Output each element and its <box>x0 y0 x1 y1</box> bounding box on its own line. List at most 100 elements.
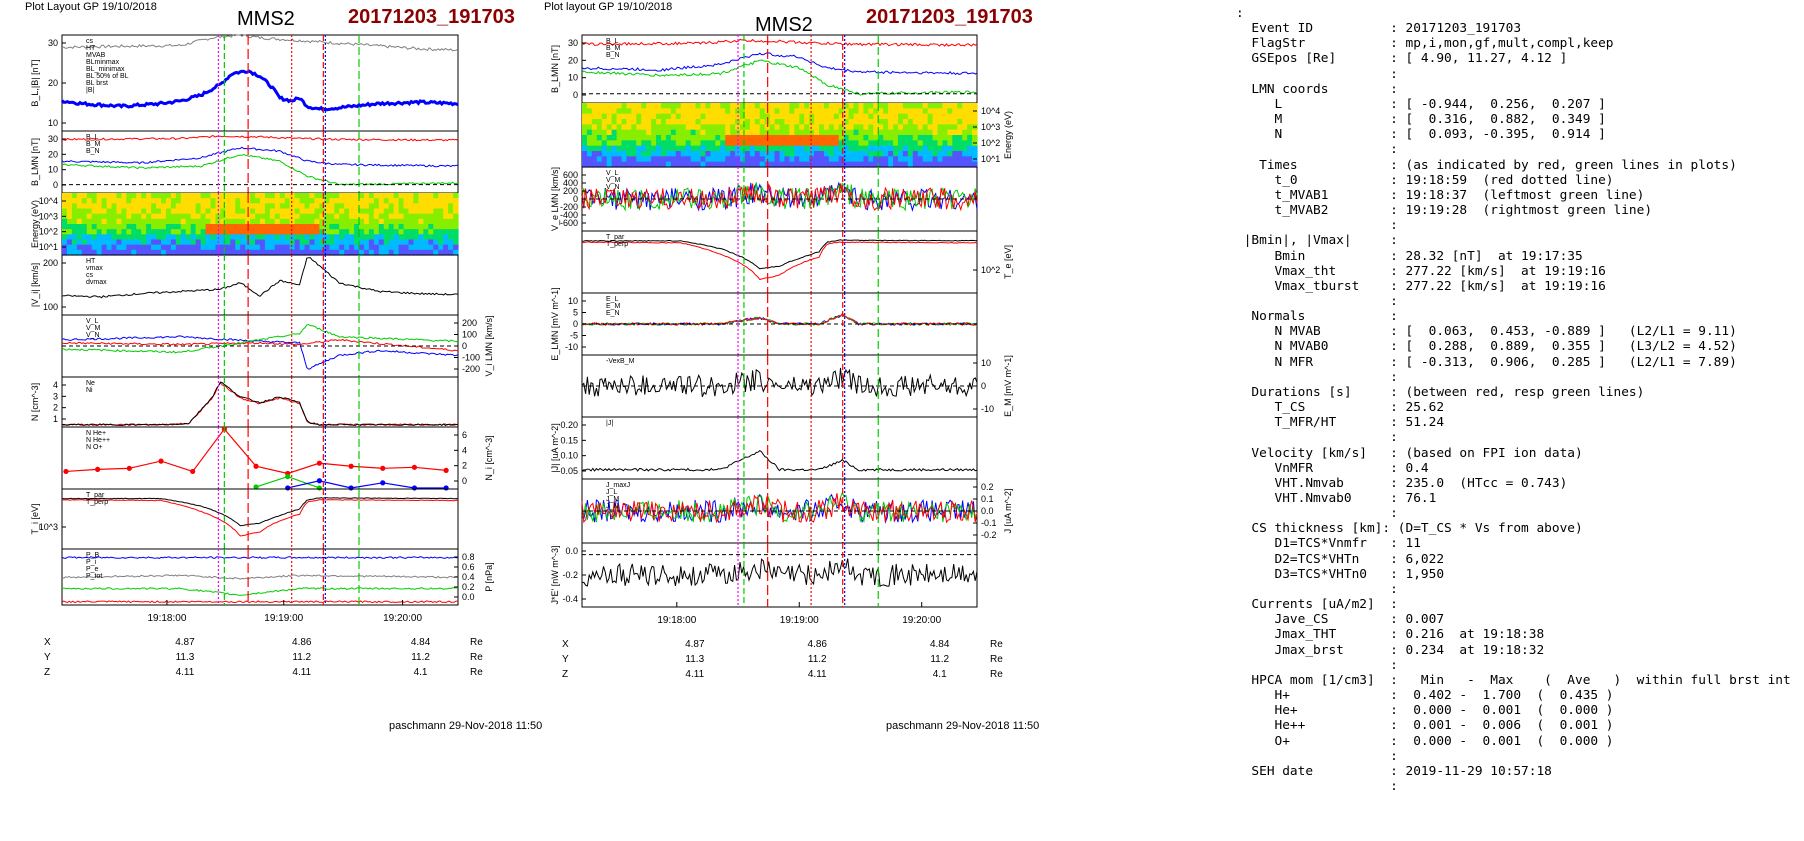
spectrogram-cell <box>858 140 865 147</box>
spectrogram-cell <box>670 145 677 152</box>
y-tick-label: -10 <box>981 404 994 414</box>
spectrogram-cell <box>680 156 687 163</box>
spectrogram-cell <box>690 145 697 152</box>
spectrogram-cell <box>641 161 647 168</box>
spectrogram-cell <box>230 244 236 251</box>
spectrogram-cell <box>888 135 894 141</box>
left-footer: paschmann 29-Nov-2018 11:50 <box>389 720 543 732</box>
spectrogram-cell <box>121 244 127 251</box>
spectrogram-cell <box>715 140 721 147</box>
spectrogram-cell <box>378 239 385 246</box>
spectrogram-cell <box>942 161 948 168</box>
spectrogram-cell <box>274 229 281 235</box>
spectrogram-cell <box>661 113 667 120</box>
spectrogram-cell <box>264 208 271 215</box>
spectrogram-cell <box>250 198 256 204</box>
spectrogram-cell <box>91 213 98 220</box>
spectrogram-cell <box>907 145 914 152</box>
spectrogram-cell <box>596 103 603 109</box>
spectrogram-cell <box>76 203 83 210</box>
spectrogram-cell <box>710 140 716 147</box>
spectrogram-cell <box>398 239 405 246</box>
spectrogram-cell <box>151 239 157 246</box>
data-point <box>411 464 418 470</box>
y-tick-label: 0.05 <box>560 466 578 476</box>
legend-entry: BL_minimax <box>86 66 125 73</box>
spectrogram-cell <box>675 156 682 163</box>
spectrogram-cell <box>902 140 909 147</box>
spectrogram-cell <box>819 151 825 157</box>
spectrogram-cell <box>927 145 934 152</box>
spectrogram-cell <box>91 234 98 241</box>
spectrogram-cell <box>299 224 306 230</box>
spectrogram-cell <box>715 145 721 152</box>
spectrogram-cell <box>190 229 197 235</box>
spectrogram-cell <box>418 239 424 246</box>
spectrogram-cell <box>804 140 810 147</box>
spectrogram-cell <box>843 135 850 141</box>
spectrogram-cell <box>260 208 266 215</box>
spectrogram-cell <box>858 135 865 141</box>
spectrogram-cell <box>799 129 805 136</box>
info-line: VHT.Nmvab : 235.0 (HTcc = 0.743) <box>1236 475 1568 491</box>
spectrogram-cell <box>744 129 751 136</box>
panel-frame <box>581 542 978 608</box>
spectrogram-cell <box>91 193 98 199</box>
legend-entry: T_perp <box>86 499 108 506</box>
spectrogram-cell <box>823 156 830 163</box>
spectrogram-cell <box>428 213 434 220</box>
spectrogram-cell <box>794 113 800 120</box>
spectrogram-cell <box>101 224 108 230</box>
legend-entry: V_M <box>606 177 621 184</box>
spectrogram-cell <box>299 193 306 199</box>
spectrogram-cell <box>907 119 914 125</box>
spectrogram-cell <box>715 151 721 157</box>
y-tick-label: 30 <box>48 38 58 48</box>
spectrogram-cell <box>170 208 177 215</box>
spectrogram-cell <box>823 113 830 120</box>
position-row-label: Y <box>44 652 51 663</box>
spectrogram-cell <box>111 203 118 210</box>
spectrogram-cell <box>616 145 623 152</box>
spectrogram-cell <box>809 145 815 152</box>
spectrogram-cell <box>725 140 731 147</box>
spectrogram-cell <box>190 193 197 199</box>
spectrogram-cell <box>685 113 692 120</box>
spectrogram-cell <box>66 198 73 204</box>
spectrogram-cell <box>883 161 889 168</box>
spectrogram-cell <box>438 193 444 199</box>
spectrogram-cell <box>853 151 860 157</box>
spectrogram-cell <box>690 135 697 141</box>
spectrogram-cell <box>161 229 167 235</box>
y-axis-label: V_i LMN [km/s] <box>484 315 494 376</box>
spectrogram-cell <box>255 203 261 210</box>
spectrogram-cell <box>651 161 657 168</box>
spectrogram-cell <box>383 208 390 215</box>
spectrogram-cell <box>675 119 682 125</box>
spectrogram-cell <box>344 244 350 251</box>
spectrogram-cell <box>220 234 226 241</box>
spectrogram-cell <box>705 113 711 120</box>
spectrogram-cell <box>274 203 281 210</box>
spectrogram-cell <box>764 113 771 120</box>
legend-entry: Ne <box>86 380 95 387</box>
spectrogram-cell <box>784 119 790 125</box>
spectrogram-cell <box>225 239 231 246</box>
spectrogram-cell <box>789 103 795 109</box>
spectrogram-cell <box>71 213 78 220</box>
spectrogram-cell <box>175 229 182 235</box>
spectrogram-cell <box>393 208 400 215</box>
spectrogram-cell <box>947 113 953 120</box>
position-value: 11.2 <box>411 652 430 663</box>
position-value: 11.2 <box>930 654 949 665</box>
spectrogram-cell <box>264 203 271 210</box>
spectrogram-cell <box>86 213 93 220</box>
spectrogram-cell <box>952 113 958 120</box>
spectrogram-cell <box>393 203 400 210</box>
spectrogram-cell <box>260 239 266 246</box>
spectrogram-cell <box>146 193 152 199</box>
spectrogram-cell <box>833 156 840 163</box>
spectrogram-cell <box>819 124 825 131</box>
legend-entry: B_N <box>606 52 620 59</box>
spectrogram-cell <box>250 249 256 256</box>
